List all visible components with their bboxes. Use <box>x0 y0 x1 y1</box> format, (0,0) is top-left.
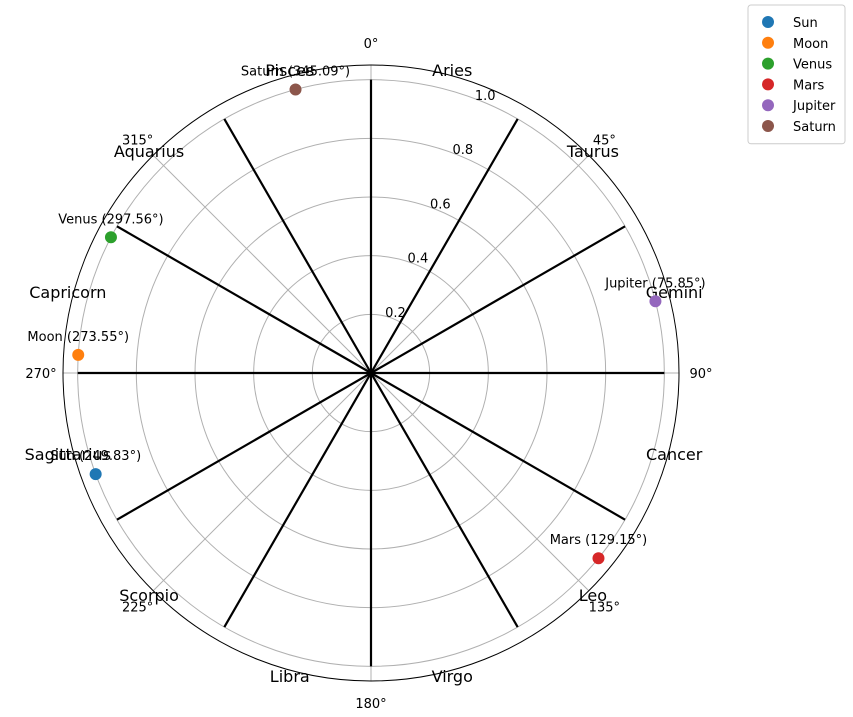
zodiac-sign-label: Aries <box>432 61 472 80</box>
radial-tick-label: 0.4 <box>408 252 429 267</box>
zodiac-sign-label: Libra <box>270 667 310 686</box>
angular-gridline <box>152 154 372 374</box>
planet-label-saturn: Saturn (345.09°) <box>241 65 350 80</box>
planet-marker-venus <box>104 231 117 244</box>
zodiac-sign-label: Cancer <box>646 445 703 464</box>
zodiac-sign-label: Virgo <box>432 667 473 686</box>
zodiac-sign-label: Leo <box>579 586 607 605</box>
zodiac-sign-label: Gemini <box>646 283 703 302</box>
radial-tick-label: 0.2 <box>385 306 406 321</box>
house-divider-line <box>370 118 519 374</box>
radial-tick-label: 0.6 <box>430 197 451 212</box>
angular-tick-label: 90° <box>689 367 712 382</box>
angular-tick-label: 225° <box>122 600 153 615</box>
house-divider-line <box>223 118 372 374</box>
legend-entry-saturn: Saturn <box>793 120 836 135</box>
legend-marker-mars <box>762 78 774 91</box>
house-divider-line <box>370 225 626 374</box>
zodiac-sign-label: Pisces <box>265 61 314 80</box>
planet-marker-saturn <box>289 83 302 96</box>
planet-label-venus: Venus (297.56°) <box>58 212 163 227</box>
angular-tick-layer: 0° 45° 90° 135° 180° 225° 270° 315° <box>25 37 712 712</box>
planet-marker-sun <box>89 468 102 481</box>
legend-marker-saturn <box>762 120 774 132</box>
house-divider-layer <box>77 79 665 667</box>
house-divider-line <box>223 372 372 628</box>
legend-marker-sun <box>762 16 774 28</box>
legend-marker-venus <box>762 57 774 70</box>
zodiac-sign-label: Taurus <box>566 142 619 161</box>
legend-entry-moon: Moon <box>793 37 828 52</box>
zodiac-sign-label: Sagittarius <box>25 445 111 464</box>
angular-gridline <box>370 372 590 592</box>
house-divider-line <box>116 225 372 374</box>
radial-tick-label: 1.0 <box>475 89 496 104</box>
house-divider-line <box>116 372 372 521</box>
zodiac-sign-label: Aquarius <box>114 142 184 161</box>
legend-marker-jupiter <box>762 99 774 112</box>
legend-entry-sun: Sun <box>793 16 818 31</box>
planet-marker-moon <box>72 348 85 361</box>
zodiac-sign-label: Capricorn <box>29 283 106 302</box>
planet-layer: Sun (249.83°) Moon (273.55°) Venus (297.56… <box>27 65 706 565</box>
angular-tick-label: 45° <box>593 134 616 149</box>
angular-tick-label: 270° <box>25 367 56 382</box>
angular-tick-label: 315° <box>122 134 153 149</box>
house-divider-line <box>370 372 519 628</box>
planet-marker-jupiter <box>649 295 662 308</box>
legend-entry-venus: Venus <box>793 58 832 73</box>
outer-circle-layer <box>62 64 680 682</box>
angular-tick-label: 0° <box>364 37 379 52</box>
legend-entry-jupiter: Jupiter <box>792 99 836 114</box>
house-divider-line <box>370 372 626 521</box>
angular-gridline <box>370 154 590 374</box>
polar-frame <box>62 64 680 682</box>
planet-label-mars: Mars (129.15°) <box>550 533 648 548</box>
planet-label-sun: Sun (249.83°) <box>50 449 141 464</box>
planet-label-moon: Moon (273.55°) <box>27 330 129 345</box>
planet-label-jupiter: Jupiter (75.85°) <box>604 276 705 291</box>
angular-tick-label: 180° <box>355 697 386 712</box>
zodiac-sign-label: Scorpio <box>119 586 179 605</box>
angular-tick-label: 135° <box>589 600 620 615</box>
planet-marker-mars <box>592 552 605 565</box>
radial-tick-label: 0.8 <box>452 143 473 158</box>
angular-gridline <box>152 372 372 592</box>
zodiac-sign-layer: Aries Taurus Gemini Cancer Leo Virgo Libra Scor… <box>25 61 703 686</box>
legend: Sun Moon Venus Mars Jupiter Saturn <box>747 4 846 145</box>
legend-entry-mars: Mars <box>793 78 825 93</box>
radial-tick-layer: 0.2 0.4 0.6 0.8 1.0 <box>385 89 495 321</box>
legend-marker-moon <box>762 36 774 49</box>
